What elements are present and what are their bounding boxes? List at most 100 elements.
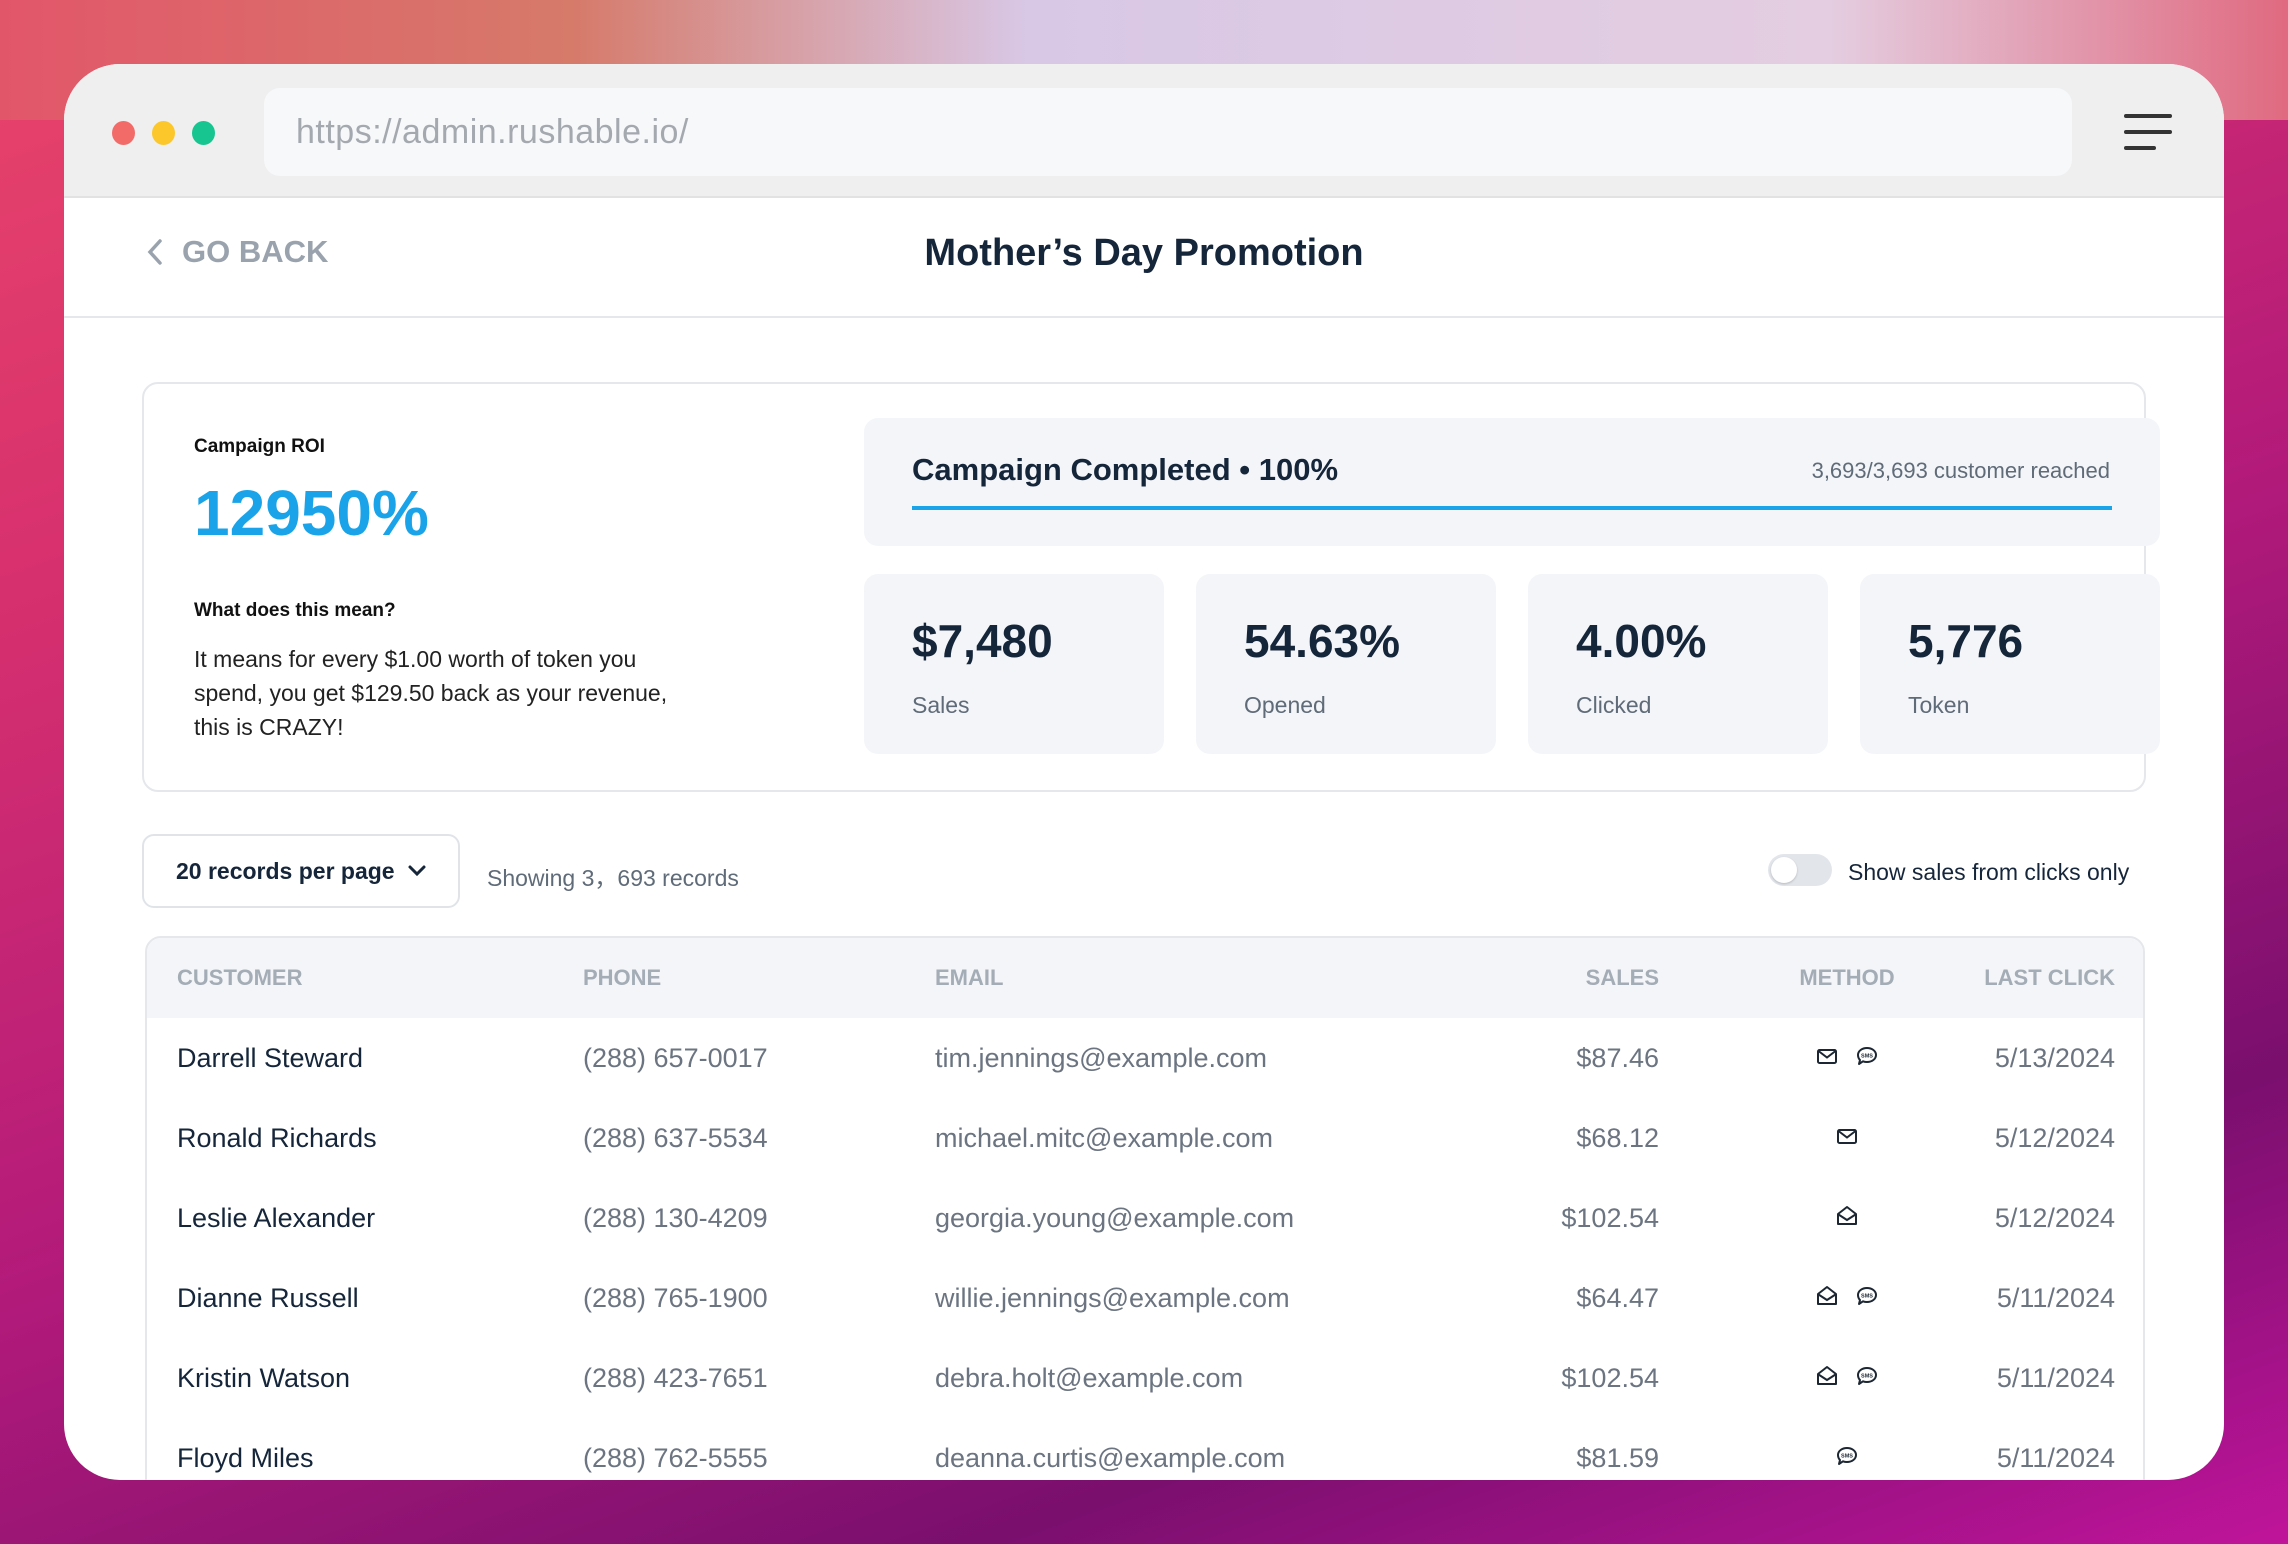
customer-sales: $81.59 [1576, 1443, 1659, 1473]
roi-meaning-text: It means for every $1.00 worth of token … [194, 646, 668, 740]
stat-value: 4.00% [1576, 615, 1707, 667]
stat-label: Token [1908, 692, 1970, 718]
col-method[interactable]: METHOD [1799, 965, 1895, 990]
stat-card-token: 5,776 Token [1860, 574, 2160, 754]
customer-email: deanna.curtis@example.com [935, 1443, 1286, 1473]
records-per-page-value: 20 records per page [176, 857, 395, 884]
customer-phone: (288) 637-5534 [583, 1123, 768, 1153]
browser-window: https://admin.rushable.io/ GO BACK Mothe… [64, 64, 2224, 1480]
campaign-progress: Campaign Completed • 100% 3,693/3,693 cu… [864, 418, 2160, 546]
last-click-date: 5/12/2024 [1994, 1203, 2115, 1233]
table-row[interactable]: Leslie Alexander (288) 130-4209 georgia.… [147, 1178, 2143, 1258]
customer-phone: (288) 423-7651 [583, 1363, 768, 1393]
method-icons [1747, 1178, 1947, 1258]
records-per-page-select[interactable]: 20 records per page [142, 834, 460, 908]
svg-text:SMS: SMS [1841, 1453, 1853, 1459]
sms-icon: SMS [1856, 1043, 1878, 1074]
chevron-down-icon [408, 865, 426, 877]
customers-table: CUSTOMER PHONE EMAIL SALES METHOD LAST C… [145, 936, 2145, 1480]
svg-text:SMS: SMS [1861, 1373, 1873, 1379]
col-customer[interactable]: CUSTOMER [177, 965, 303, 990]
stat-label: Clicked [1576, 692, 1652, 718]
stat-card-opened: 54.63% Opened [1196, 574, 1496, 754]
minimize-window-button[interactable] [152, 121, 175, 145]
browser-toolbar: https://admin.rushable.io/ [64, 64, 2224, 198]
table-row[interactable]: Kristin Watson (288) 423-7651 debra.holt… [147, 1338, 2143, 1418]
table-row[interactable]: Floyd Miles (288) 762-5555 deanna.curtis… [147, 1418, 2143, 1480]
stat-value: 54.63% [1244, 615, 1401, 667]
roi-label: Campaign ROI [194, 436, 325, 457]
method-icons: SMS [1747, 1418, 1947, 1480]
svg-text:SMS: SMS [1861, 1293, 1873, 1299]
sms-icon: SMS [1856, 1283, 1878, 1314]
last-click-date: 5/12/2024 [1994, 1123, 2115, 1153]
last-click-date: 5/13/2024 [1994, 1043, 2115, 1073]
progress-bar-fill [912, 506, 2112, 510]
chevron-left-icon [147, 239, 162, 265]
email-opened-icon [1816, 1363, 1838, 1394]
roi-meaning-label: What does this mean? [194, 600, 396, 621]
clicks-only-toggle[interactable] [1768, 854, 1832, 886]
hamburger-menu-icon[interactable] [2124, 112, 2172, 152]
customer-phone: (288) 657-0017 [583, 1043, 768, 1073]
stat-card-clicked: 4.00% Clicked [1528, 574, 1828, 754]
col-sales[interactable]: SALES [1585, 965, 1659, 990]
stat-value: $7,480 [912, 615, 1053, 667]
customer-phone: (288) 765-1900 [583, 1283, 768, 1313]
customer-sales: $68.12 [1576, 1123, 1659, 1153]
customer-email: georgia.young@example.com [935, 1203, 1295, 1233]
clicks-only-label: Show sales from clicks only [1848, 859, 2130, 885]
method-icons: SMS [1747, 1338, 1947, 1418]
progress-title: Campaign Completed • 100% [912, 452, 1339, 487]
go-back-label: GO BACK [182, 234, 329, 269]
close-window-button[interactable] [112, 121, 135, 145]
customer-email: tim.jennings@example.com [935, 1043, 1268, 1073]
campaign-summary: Campaign ROI 12950% What does this mean?… [142, 382, 2160, 792]
table-body: Darrell Steward (288) 657-0017 tim.jenni… [147, 1018, 2143, 1480]
customer-name: Floyd Miles [177, 1443, 314, 1473]
customer-sales: $102.54 [1561, 1203, 1659, 1233]
go-back-button[interactable]: GO BACK [146, 234, 328, 270]
table-row[interactable]: Darrell Steward (288) 657-0017 tim.jenni… [147, 1018, 2143, 1098]
customer-sales: $102.54 [1561, 1363, 1659, 1393]
customer-sales: $64.47 [1576, 1283, 1659, 1313]
customers-reached: 3,693/3,693 customer reached [1811, 458, 2110, 483]
stat-value: 5,776 [1908, 615, 2024, 667]
customer-name: Ronald Richards [177, 1123, 377, 1153]
stat-label: Opened [1244, 692, 1326, 718]
page-header: GO BACK Mother’s Day Promotion [64, 198, 2224, 318]
stat-label: Sales [912, 692, 970, 718]
table-row[interactable]: Dianne Russell (288) 765-1900 willie.jen… [147, 1258, 2143, 1338]
roi-value: 12950% [194, 477, 429, 549]
customer-name: Kristin Watson [177, 1363, 351, 1393]
email-opened-icon [1836, 1203, 1858, 1234]
customer-phone: (288) 130-4209 [583, 1203, 768, 1233]
last-click-date: 5/11/2024 [1996, 1363, 2115, 1393]
method-icons: SMS [1747, 1018, 1947, 1098]
maximize-window-button[interactable] [192, 121, 215, 145]
customer-name: Leslie Alexander [177, 1203, 376, 1233]
last-click-date: 5/11/2024 [1996, 1283, 2115, 1313]
email-icon [1836, 1123, 1858, 1154]
customer-email: debra.holt@example.com [935, 1363, 1244, 1393]
address-bar[interactable]: https://admin.rushable.io/ [264, 88, 2072, 176]
method-icons: SMS [1747, 1258, 1947, 1338]
page-title: Mother’s Day Promotion [924, 232, 1364, 274]
table-header: CUSTOMER PHONE EMAIL SALES METHOD LAST C… [147, 938, 2143, 1018]
customer-name: Darrell Steward [177, 1043, 364, 1073]
customer-email: michael.mitc@example.com [935, 1123, 1274, 1153]
email-icon [1816, 1043, 1838, 1074]
table-row[interactable]: Ronald Richards (288) 637-5534 michael.m… [147, 1098, 2143, 1178]
records-count: Showing 3，693 records [487, 865, 739, 891]
svg-text:SMS: SMS [1861, 1053, 1873, 1059]
customer-sales: $87.46 [1576, 1043, 1659, 1073]
sms-icon: SMS [1856, 1363, 1878, 1394]
progress-bar [912, 506, 2112, 510]
email-opened-icon [1816, 1283, 1838, 1314]
col-phone[interactable]: PHONE [583, 965, 662, 990]
toggle-knob [1771, 857, 1797, 883]
col-email[interactable]: EMAIL [935, 965, 1004, 990]
customer-phone: (288) 762-5555 [583, 1443, 768, 1473]
col-last-click[interactable]: LAST CLICK [1984, 965, 2115, 990]
method-icons [1747, 1098, 1947, 1178]
